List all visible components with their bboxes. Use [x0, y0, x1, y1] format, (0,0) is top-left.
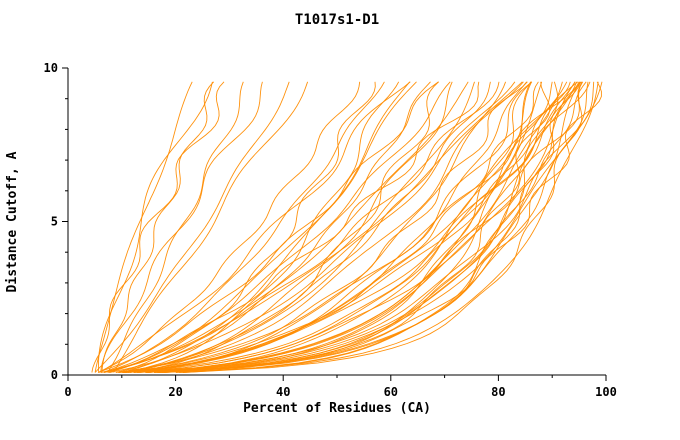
model-curve [126, 81, 528, 373]
model-curve [124, 81, 571, 373]
model-curve [123, 81, 491, 373]
model-curve [163, 81, 551, 373]
model-curve [119, 81, 524, 373]
model-curve [145, 81, 595, 373]
model-curve [122, 81, 539, 373]
model-curve [104, 81, 523, 373]
x-tick-label: 40 [276, 385, 290, 399]
model-curve [108, 81, 417, 373]
model-curve [118, 81, 475, 373]
model-curve [147, 81, 576, 373]
model-curve [137, 81, 507, 373]
model-curve [123, 81, 528, 373]
axes-layer: 0 20 40 60 80 100 0 5 10 [44, 61, 617, 399]
model-curve [145, 81, 587, 373]
model-curve [154, 81, 532, 373]
model-curve [107, 81, 244, 373]
model-curve [97, 81, 439, 373]
model-curve [100, 81, 263, 373]
x-tick-label: 100 [595, 385, 617, 399]
model-curve [153, 81, 602, 373]
y-tick-label: 10 [44, 61, 58, 75]
x-tick-label: 60 [384, 385, 398, 399]
model-curve [133, 81, 584, 373]
model-curve [109, 81, 516, 373]
model-curve [107, 81, 480, 373]
model-curve [98, 81, 411, 373]
model-curve [104, 81, 451, 373]
model-curve [179, 81, 581, 373]
model-curve [101, 81, 215, 373]
model-curve [133, 81, 553, 373]
y-axis-label: Distance Cutoff, A [5, 151, 20, 292]
curves-layer [91, 81, 603, 373]
model-curve [94, 81, 290, 373]
x-tick-label: 20 [168, 385, 182, 399]
model-curve [122, 81, 579, 373]
model-curve [97, 81, 213, 373]
model-curve [113, 81, 309, 373]
model-curve [94, 81, 193, 373]
model-curve [97, 81, 361, 373]
chart-title: T1017s1-D1 [294, 12, 380, 28]
model-curve [164, 81, 581, 373]
model-curve [118, 81, 580, 373]
model-curve [158, 81, 578, 373]
model-curve [121, 81, 591, 373]
model-curve [128, 81, 568, 373]
x-axis-label: Percent of Residues (CA) [243, 401, 431, 416]
model-curve [91, 81, 225, 373]
x-tick-label: 0 [64, 385, 71, 399]
model-curve [157, 81, 603, 373]
y-tick-label: 0 [51, 368, 58, 382]
model-curve [147, 81, 543, 373]
model-curve [103, 81, 385, 373]
y-tick-label: 5 [51, 215, 58, 229]
x-tick-label: 80 [491, 385, 505, 399]
model-curve [122, 81, 411, 373]
model-curve [127, 81, 453, 373]
model-curve [175, 81, 599, 373]
